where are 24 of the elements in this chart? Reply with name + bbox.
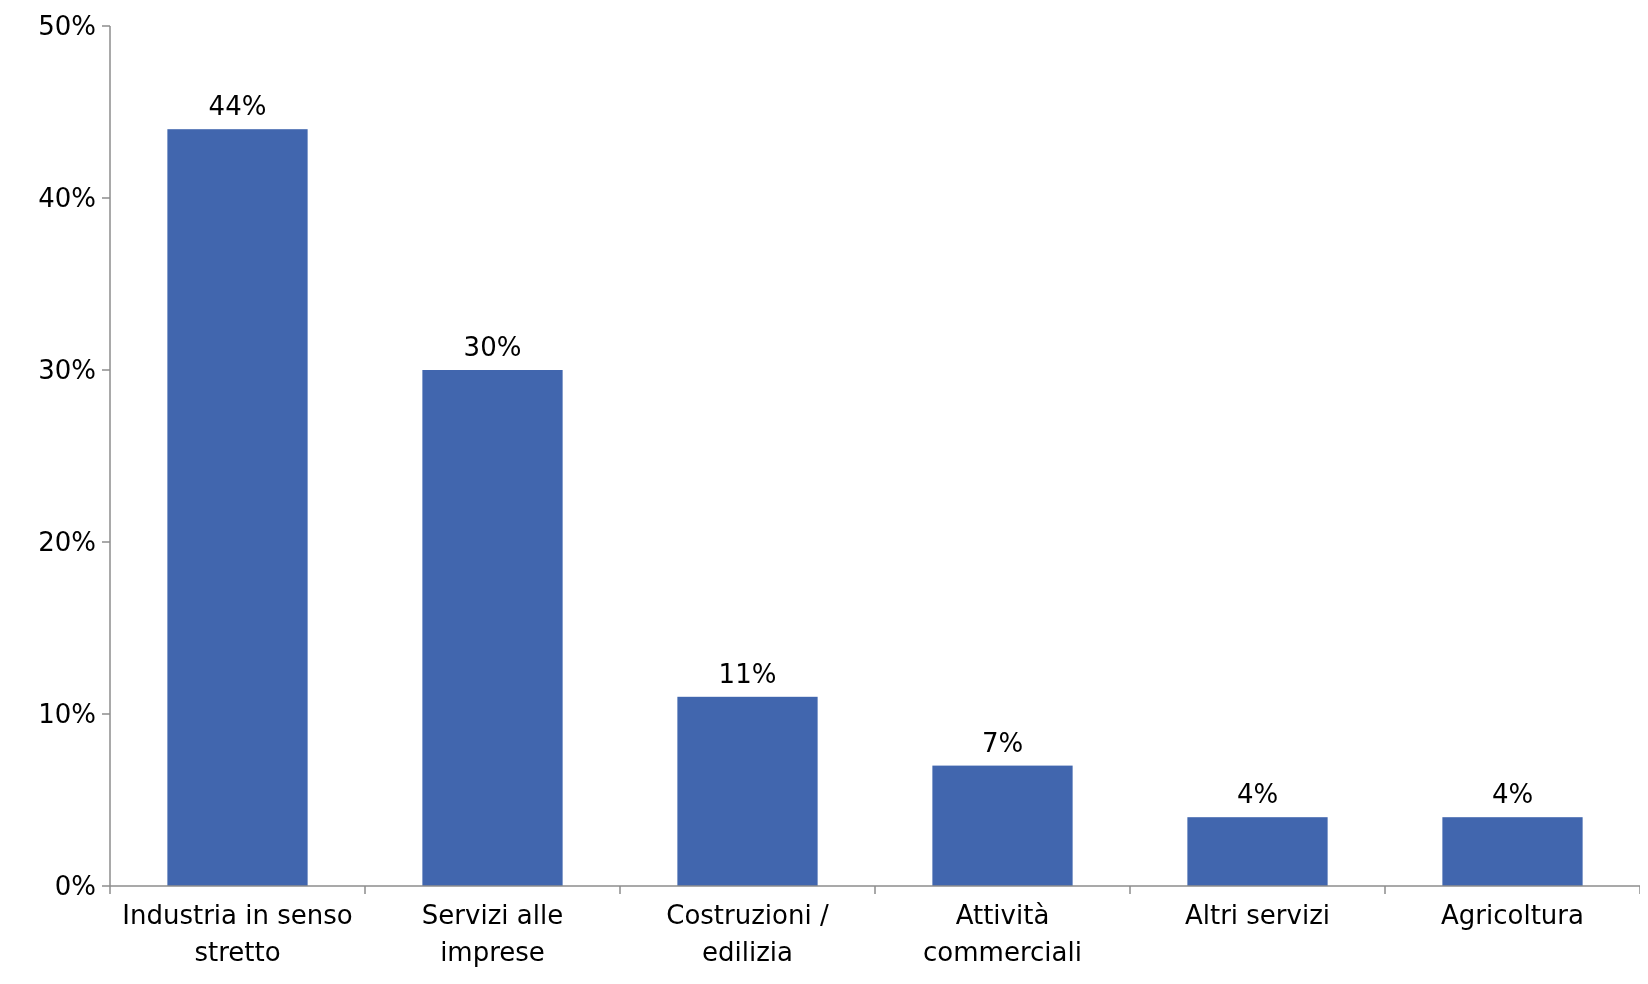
x-tick-label: Altri servizi (1184, 900, 1331, 930)
data-label: 11% (718, 658, 777, 689)
y-tick-label: 20% (38, 527, 96, 558)
bar (932, 765, 1073, 886)
y-tick-label: 40% (38, 183, 96, 214)
bar (422, 370, 563, 886)
x-tick-label: Costruzioni / edilizia (666, 900, 829, 967)
x-tick-label: Servizi alle imprese (421, 900, 564, 967)
y-tick-label: 10% (38, 699, 96, 730)
x-tick-label: Industria in senso stretto (122, 900, 353, 967)
x-tick-label: Agricoltura (1441, 900, 1584, 930)
bar (167, 129, 308, 886)
data-label: 30% (463, 332, 522, 362)
data-label: 4% (1236, 779, 1279, 810)
y-tick-label: 30% (38, 355, 96, 386)
data-label: 44% (208, 91, 267, 122)
bar (1442, 817, 1583, 886)
bar (1187, 817, 1328, 886)
y-tick-label: 0% (54, 871, 96, 902)
data-label: 4% (1491, 779, 1534, 810)
y-tick-label: 50% (38, 11, 96, 42)
x-tick-label: Attività commerciali (923, 900, 1082, 967)
bar (677, 696, 818, 886)
data-label: 7% (981, 727, 1024, 758)
